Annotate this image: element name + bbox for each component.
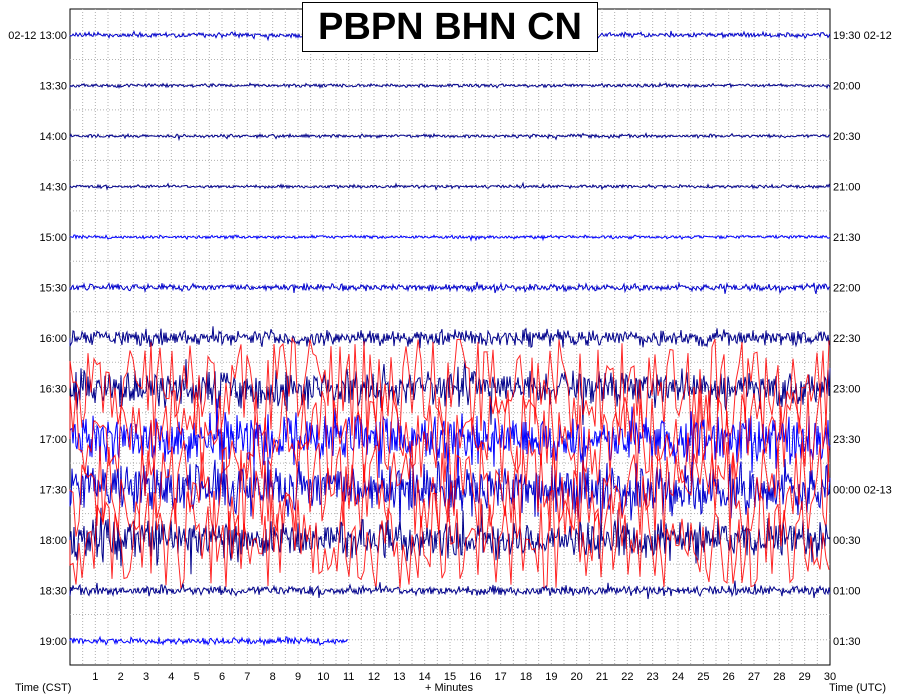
right-time-label: 19:30 02-12 bbox=[833, 30, 892, 42]
left-time-label: 18:30 bbox=[39, 586, 67, 598]
x-tick-label: 22 bbox=[621, 671, 633, 683]
trace-row bbox=[69, 635, 349, 647]
trace-row bbox=[69, 326, 831, 349]
right-time-label: 21:00 bbox=[833, 182, 861, 194]
left-time-label: 16:30 bbox=[39, 384, 67, 396]
clipped-trace bbox=[69, 439, 830, 540]
trace-row bbox=[69, 281, 831, 295]
left-time-label: 15:30 bbox=[39, 283, 67, 295]
trace-row bbox=[69, 181, 831, 191]
right-time-label: 01:00 bbox=[833, 586, 861, 598]
left-time-label: 02-12 13:00 bbox=[8, 30, 67, 42]
left-time-label: 13:30 bbox=[39, 81, 67, 93]
right-time-label: 20:30 bbox=[833, 131, 861, 143]
x-tick-label: 25 bbox=[697, 671, 709, 683]
right-axis-label: Time (UTC) bbox=[829, 682, 887, 694]
x-tick-label: 15 bbox=[444, 671, 456, 683]
x-tick-label: 8 bbox=[270, 671, 276, 683]
right-time-label: 23:30 bbox=[833, 434, 861, 446]
left-time-label: 15:00 bbox=[39, 232, 67, 244]
x-tick-label: 17 bbox=[495, 671, 507, 683]
x-tick-label: 20 bbox=[571, 671, 583, 683]
trace-row bbox=[69, 580, 831, 600]
right-time-label: 22:00 bbox=[833, 283, 861, 295]
left-time-label: 17:00 bbox=[39, 434, 67, 446]
left-time-label: 16:00 bbox=[39, 333, 67, 345]
clipped-trace bbox=[69, 336, 830, 439]
trace-row bbox=[69, 132, 830, 142]
x-tick-label: 10 bbox=[317, 671, 329, 683]
left-time-label: 18:00 bbox=[39, 535, 67, 547]
left-time-label: 14:00 bbox=[39, 131, 67, 143]
right-time-label: 23:00 bbox=[833, 384, 861, 396]
x-tick-label: 21 bbox=[596, 671, 608, 683]
x-tick-label: 28 bbox=[773, 671, 785, 683]
left-time-label: 19:00 bbox=[39, 636, 67, 648]
x-tick-label: 23 bbox=[647, 671, 659, 683]
trace-row bbox=[69, 81, 831, 90]
right-time-label: 00:30 bbox=[833, 535, 861, 547]
x-tick-label: 4 bbox=[168, 671, 174, 683]
x-tick-label: 5 bbox=[194, 671, 200, 683]
trace-row bbox=[69, 398, 831, 488]
x-tick-label: 6 bbox=[219, 671, 225, 683]
x-tick-label: 2 bbox=[118, 671, 124, 683]
trace-row bbox=[69, 233, 831, 242]
axis-labels: 02-12 13:00 19:30 02-12 13:30 20:00 14:00 20:… bbox=[8, 30, 891, 683]
x-tick-label: 14 bbox=[419, 671, 431, 683]
x-tick-label: 11 bbox=[343, 671, 354, 683]
x-tick-label: 13 bbox=[393, 671, 405, 683]
left-time-label: 17:30 bbox=[39, 485, 67, 497]
left-time-label: 14:30 bbox=[39, 182, 67, 194]
x-axis-label: + Minutes bbox=[425, 682, 473, 694]
x-tick-label: 1 bbox=[92, 671, 98, 683]
x-tick-label: 9 bbox=[295, 671, 301, 683]
x-tick-label: 30 bbox=[824, 671, 836, 683]
x-tick-label: 29 bbox=[799, 671, 811, 683]
x-tick-label: 24 bbox=[672, 671, 684, 683]
left-axis-label: Time (CST) bbox=[15, 682, 72, 694]
clipped-trace bbox=[69, 389, 830, 490]
x-tick-label: 26 bbox=[723, 671, 735, 683]
right-time-label: 00:00 02-13 bbox=[833, 485, 892, 497]
chart-title: PBPN BHN CN bbox=[318, 5, 582, 48]
x-tick-label: 18 bbox=[520, 671, 532, 683]
right-time-label: 22:30 bbox=[833, 333, 861, 345]
title-box: PBPN BHN CN bbox=[302, 2, 598, 52]
right-time-label: 01:30 bbox=[833, 636, 861, 648]
clipped-trace bbox=[69, 489, 830, 590]
x-tick-label: 3 bbox=[143, 671, 149, 683]
x-tick-label: 19 bbox=[545, 671, 557, 683]
right-time-label: 21:30 bbox=[833, 232, 861, 244]
x-tick-label: 27 bbox=[748, 671, 760, 683]
x-tick-label: 12 bbox=[368, 671, 380, 683]
right-time-label: 20:00 bbox=[833, 81, 861, 93]
x-tick-label: 7 bbox=[244, 671, 250, 683]
x-tick-label: 16 bbox=[469, 671, 481, 683]
